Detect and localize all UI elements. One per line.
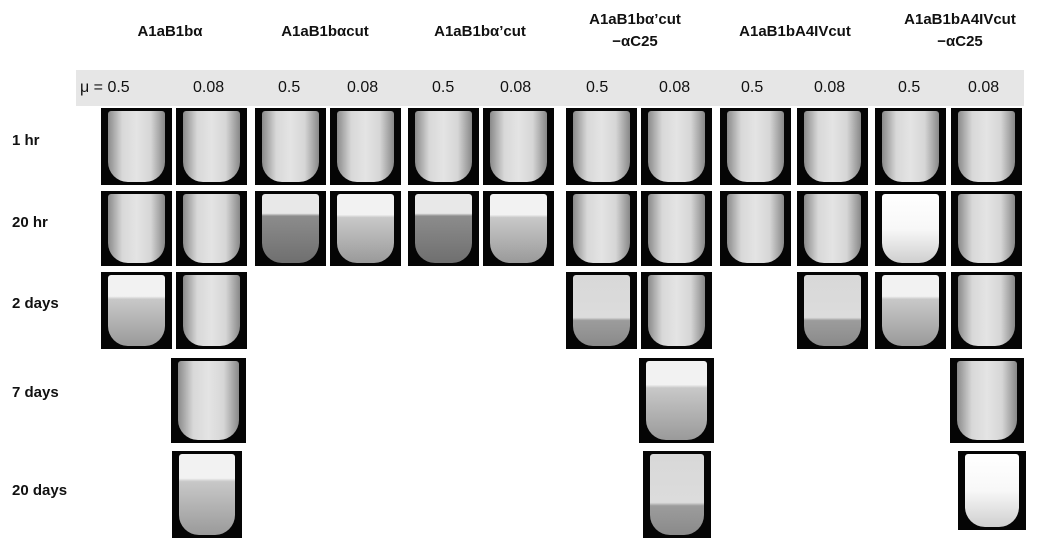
tube-photo [101, 108, 172, 185]
column-header-a1ab1bacut: A1aB1bαcut [255, 21, 395, 43]
mu-label: μ = 0.5 [80, 79, 130, 96]
tube-photo [330, 191, 401, 266]
tube-photo [951, 108, 1022, 185]
tube-photo [566, 191, 637, 266]
tube-photo [408, 191, 479, 266]
column-header-line1: A1aB1bα’cut [434, 23, 526, 40]
column-header-line1: A1aB1bαcut [281, 23, 369, 40]
tube-photo [176, 272, 247, 349]
row-label-7days: 7 days [12, 384, 59, 401]
mu-label: 0.08 [500, 79, 532, 96]
tube-photo [641, 272, 712, 349]
tube-photo [330, 108, 401, 185]
column-header-line1: A1aB1bA4IVcut [904, 11, 1016, 28]
tube-photo [101, 191, 172, 266]
row-label-1hr: 1 hr [12, 132, 40, 149]
tube-photo [176, 191, 247, 266]
tube-photo [950, 358, 1024, 443]
row-label-20hr: 20 hr [12, 214, 48, 231]
mu-label: 0.5 [898, 79, 921, 96]
tube-photo [797, 272, 868, 349]
column-header-line2: −αC25 [612, 33, 658, 50]
tube-photo [797, 108, 868, 185]
column-header-line1: A1aB1bA4IVcut [739, 23, 851, 40]
ionic-strength-band [76, 70, 1024, 106]
mu-label: 0.5 [278, 79, 301, 96]
column-header-a1ab1ba-prime-cut: A1aB1bα’cut [410, 21, 550, 43]
mu-label: 0.08 [347, 79, 379, 96]
row-label-20days: 20 days [12, 482, 68, 499]
column-header-a1ab1ba-prime-cut-ac25: A1aB1bα’cut −αC25 [565, 9, 705, 53]
column-header-line1: A1aB1bα [137, 23, 203, 40]
tube-photo [951, 191, 1022, 266]
tube-photo [641, 191, 712, 266]
tube-photo [875, 272, 946, 349]
tube-photo [720, 191, 791, 266]
tube-photo [408, 108, 479, 185]
mu-label: 0.08 [814, 79, 846, 96]
column-header-line2: −αC25 [937, 33, 983, 50]
tube-photo [639, 358, 714, 443]
tube-photo [643, 451, 711, 538]
mu-label: 0.5 [741, 79, 764, 96]
column-header-a1ab1ba4ivcut-ac25: A1aB1bA4IVcut −αC25 [880, 9, 1040, 53]
tube-photo [875, 108, 946, 185]
tube-photo [483, 191, 554, 266]
tube-photo [951, 272, 1022, 349]
mu-label: 0.08 [659, 79, 691, 96]
column-header-a1ab1ba: A1aB1bα [100, 21, 240, 43]
tube-photo [255, 191, 326, 266]
tube-photo [797, 191, 868, 266]
tube-photo [566, 272, 637, 349]
tube-photo [176, 108, 247, 185]
tube-photo [566, 108, 637, 185]
tube-photo [720, 108, 791, 185]
tube-photo [255, 108, 326, 185]
mu-label: 0.5 [432, 79, 455, 96]
tube-photo [958, 451, 1026, 530]
mu-label: 0.08 [193, 79, 225, 96]
tube-photo [483, 108, 554, 185]
column-header-a1ab1ba4ivcut: A1aB1bA4IVcut [720, 21, 870, 43]
tube-photo [172, 451, 242, 538]
tube-photo [171, 358, 246, 443]
tube-photo [875, 191, 946, 266]
tube-photo [101, 272, 172, 349]
mu-label: 0.5 [586, 79, 609, 96]
mu-label: 0.08 [968, 79, 1000, 96]
column-header-line1: A1aB1bα’cut [589, 11, 681, 28]
tube-photo [641, 108, 712, 185]
row-label-2days: 2 days [12, 295, 59, 312]
